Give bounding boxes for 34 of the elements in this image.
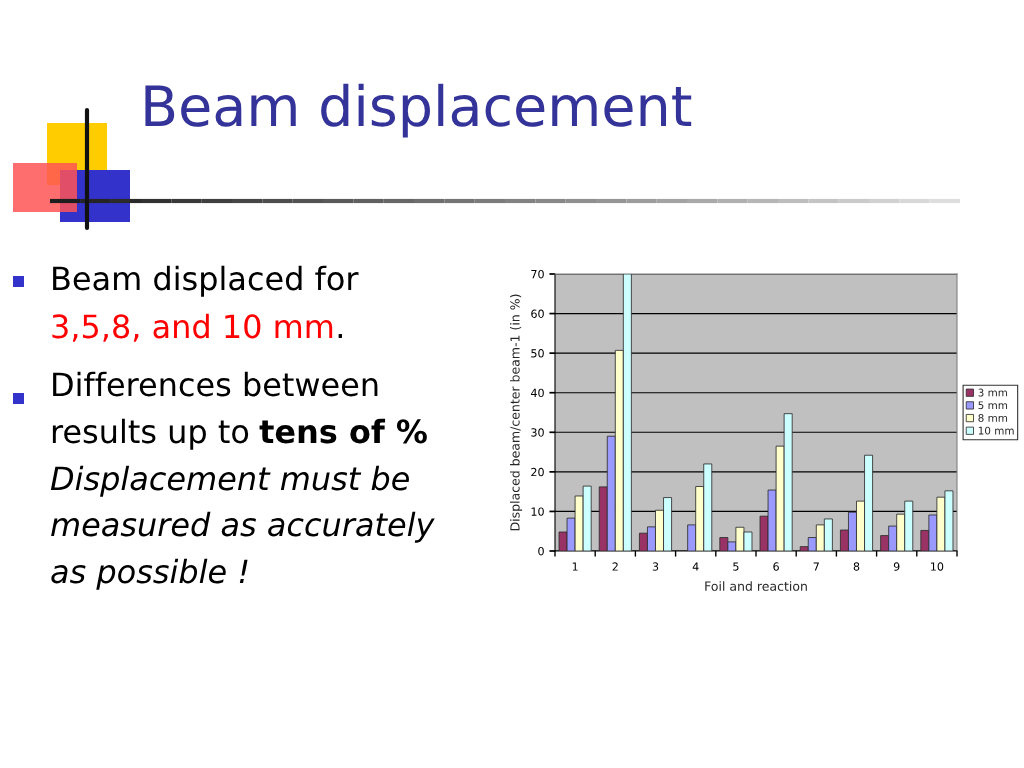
x-tick-label: 8 (853, 562, 860, 571)
text: Beam displaced for (53, 265, 359, 297)
y-tick-label: 60 (531, 309, 544, 318)
x-tick-label: 6 (773, 562, 779, 571)
x-tick-label: 3 (652, 562, 659, 571)
y-tick-label: 0 (538, 546, 544, 556)
y-tick-label: 30 (531, 428, 544, 437)
x-tick-label: 9 (893, 562, 900, 571)
text: measured as accurately (51, 511, 435, 543)
y-tick-label: 20 (531, 467, 544, 477)
text: . (338, 334, 342, 338)
text: results up to (52, 418, 249, 450)
x-tick-label: 10 (931, 562, 944, 571)
y-tick-label: 40 (530, 388, 544, 398)
legend-label: 8 mm (978, 413, 1008, 422)
y-tick-label: 50 (531, 349, 544, 358)
legend-label: 5 mm (978, 401, 1008, 410)
text: Differences between (53, 371, 378, 397)
legend-label: 10 mm (978, 426, 1014, 435)
chart-title: Beam displacement (145, 83, 692, 138)
x-tick-label: 1 (572, 562, 578, 571)
text: 3,5,8, and 10 mm (52, 313, 333, 342)
y-tick-label: 70 (531, 269, 544, 279)
legend-label: 3 mm (978, 388, 1008, 397)
text: as possible ! (51, 558, 248, 590)
x-tick-label: 7 (813, 562, 819, 571)
x-tick-label: 5 (733, 562, 739, 571)
text: Displacement must be (50, 465, 409, 497)
text: tens of % (259, 418, 427, 444)
y-tick-label: 10 (531, 507, 544, 516)
x-axis-title: Foil and reaction (705, 581, 807, 591)
x-tick-label: 4 (692, 562, 699, 571)
x-tick-label: 2 (612, 562, 618, 571)
y-axis-title: Displaced beam/center beam-1 (in %) (510, 294, 523, 531)
